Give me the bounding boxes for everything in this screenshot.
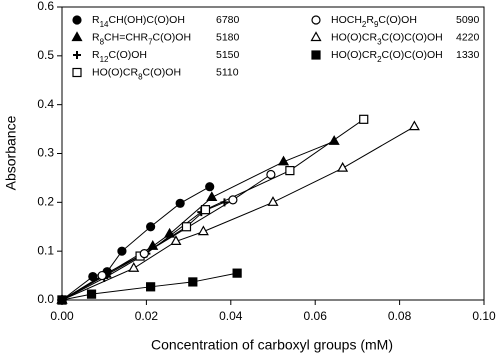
point bbox=[175, 198, 185, 208]
y-axis-title: Absorbance bbox=[3, 115, 19, 190]
point bbox=[266, 169, 276, 180]
point bbox=[88, 271, 98, 282]
point bbox=[164, 227, 176, 238]
point bbox=[97, 270, 107, 281]
y-tick-label: 0.2 bbox=[37, 195, 54, 209]
y-tick-label: 0.5 bbox=[37, 48, 54, 62]
x-tick-label: 0.02 bbox=[135, 309, 159, 323]
point bbox=[139, 249, 149, 259]
legend-label: HO(O)CR2C(O)C(O)OH bbox=[331, 49, 443, 64]
legend-marker bbox=[72, 15, 82, 25]
y-tick-label: 0.0 bbox=[37, 292, 54, 306]
legend-marker bbox=[310, 31, 322, 42]
point bbox=[205, 182, 215, 192]
point bbox=[228, 195, 238, 205]
legend-marker bbox=[311, 50, 321, 60]
point bbox=[197, 225, 209, 236]
point bbox=[146, 222, 156, 232]
point bbox=[328, 135, 340, 145]
legend-number: 1330 bbox=[456, 49, 480, 61]
y-tick-label: 0.3 bbox=[37, 146, 54, 160]
x-axis-title: Concentration of carboxyl groups (mM) bbox=[151, 337, 393, 353]
x-tick-label: 0.00 bbox=[50, 309, 74, 323]
y-tick-label: 0.6 bbox=[37, 0, 54, 13]
point bbox=[337, 161, 349, 172]
x-tick-label: 0.04 bbox=[219, 309, 243, 323]
point bbox=[232, 268, 242, 278]
point bbox=[170, 235, 182, 245]
legend-number: 6780 bbox=[216, 14, 240, 26]
legend-number: 5150 bbox=[216, 49, 240, 61]
legend-number: 5110 bbox=[216, 66, 239, 78]
point bbox=[147, 240, 159, 250]
point bbox=[206, 191, 218, 202]
legend-marker bbox=[72, 67, 82, 78]
point bbox=[278, 155, 290, 166]
legend-label: R14CH(OH)C(O)OH bbox=[92, 14, 185, 29]
x-tick-label: 0.08 bbox=[388, 309, 412, 323]
point bbox=[359, 114, 369, 124]
point bbox=[285, 165, 295, 176]
point bbox=[200, 205, 211, 215]
point bbox=[267, 196, 279, 206]
point bbox=[408, 120, 420, 131]
y-tick-label: 0.4 bbox=[37, 97, 54, 111]
legend-label: HOCH2R9C(O)OH bbox=[331, 14, 417, 29]
legend-marker bbox=[73, 51, 81, 59]
x-tick-label: 0.06 bbox=[304, 309, 328, 323]
point bbox=[220, 198, 229, 207]
point bbox=[117, 246, 127, 256]
point bbox=[128, 262, 140, 272]
legend-number: 5180 bbox=[216, 31, 240, 43]
legend-label: R12C(O)OH bbox=[92, 49, 147, 64]
legend-label: R8CH=CHR7C(O)OH bbox=[92, 31, 191, 46]
point bbox=[146, 282, 156, 292]
series-line bbox=[61, 118, 365, 301]
legend-label: HO(O)CR3C(O)C(O)OH bbox=[331, 31, 443, 46]
point bbox=[57, 295, 67, 305]
y-tick-label: 0.1 bbox=[37, 243, 54, 257]
legend-number: 5090 bbox=[456, 14, 480, 26]
legend-marker bbox=[311, 15, 321, 25]
point bbox=[86, 289, 97, 299]
legend-marker bbox=[71, 31, 83, 42]
point bbox=[181, 222, 192, 232]
legend-label: HO(O)CR8C(O)OH bbox=[92, 66, 181, 81]
point bbox=[188, 277, 198, 287]
legend-number: 4220 bbox=[456, 31, 480, 43]
x-tick-label: 0.10 bbox=[472, 309, 496, 323]
